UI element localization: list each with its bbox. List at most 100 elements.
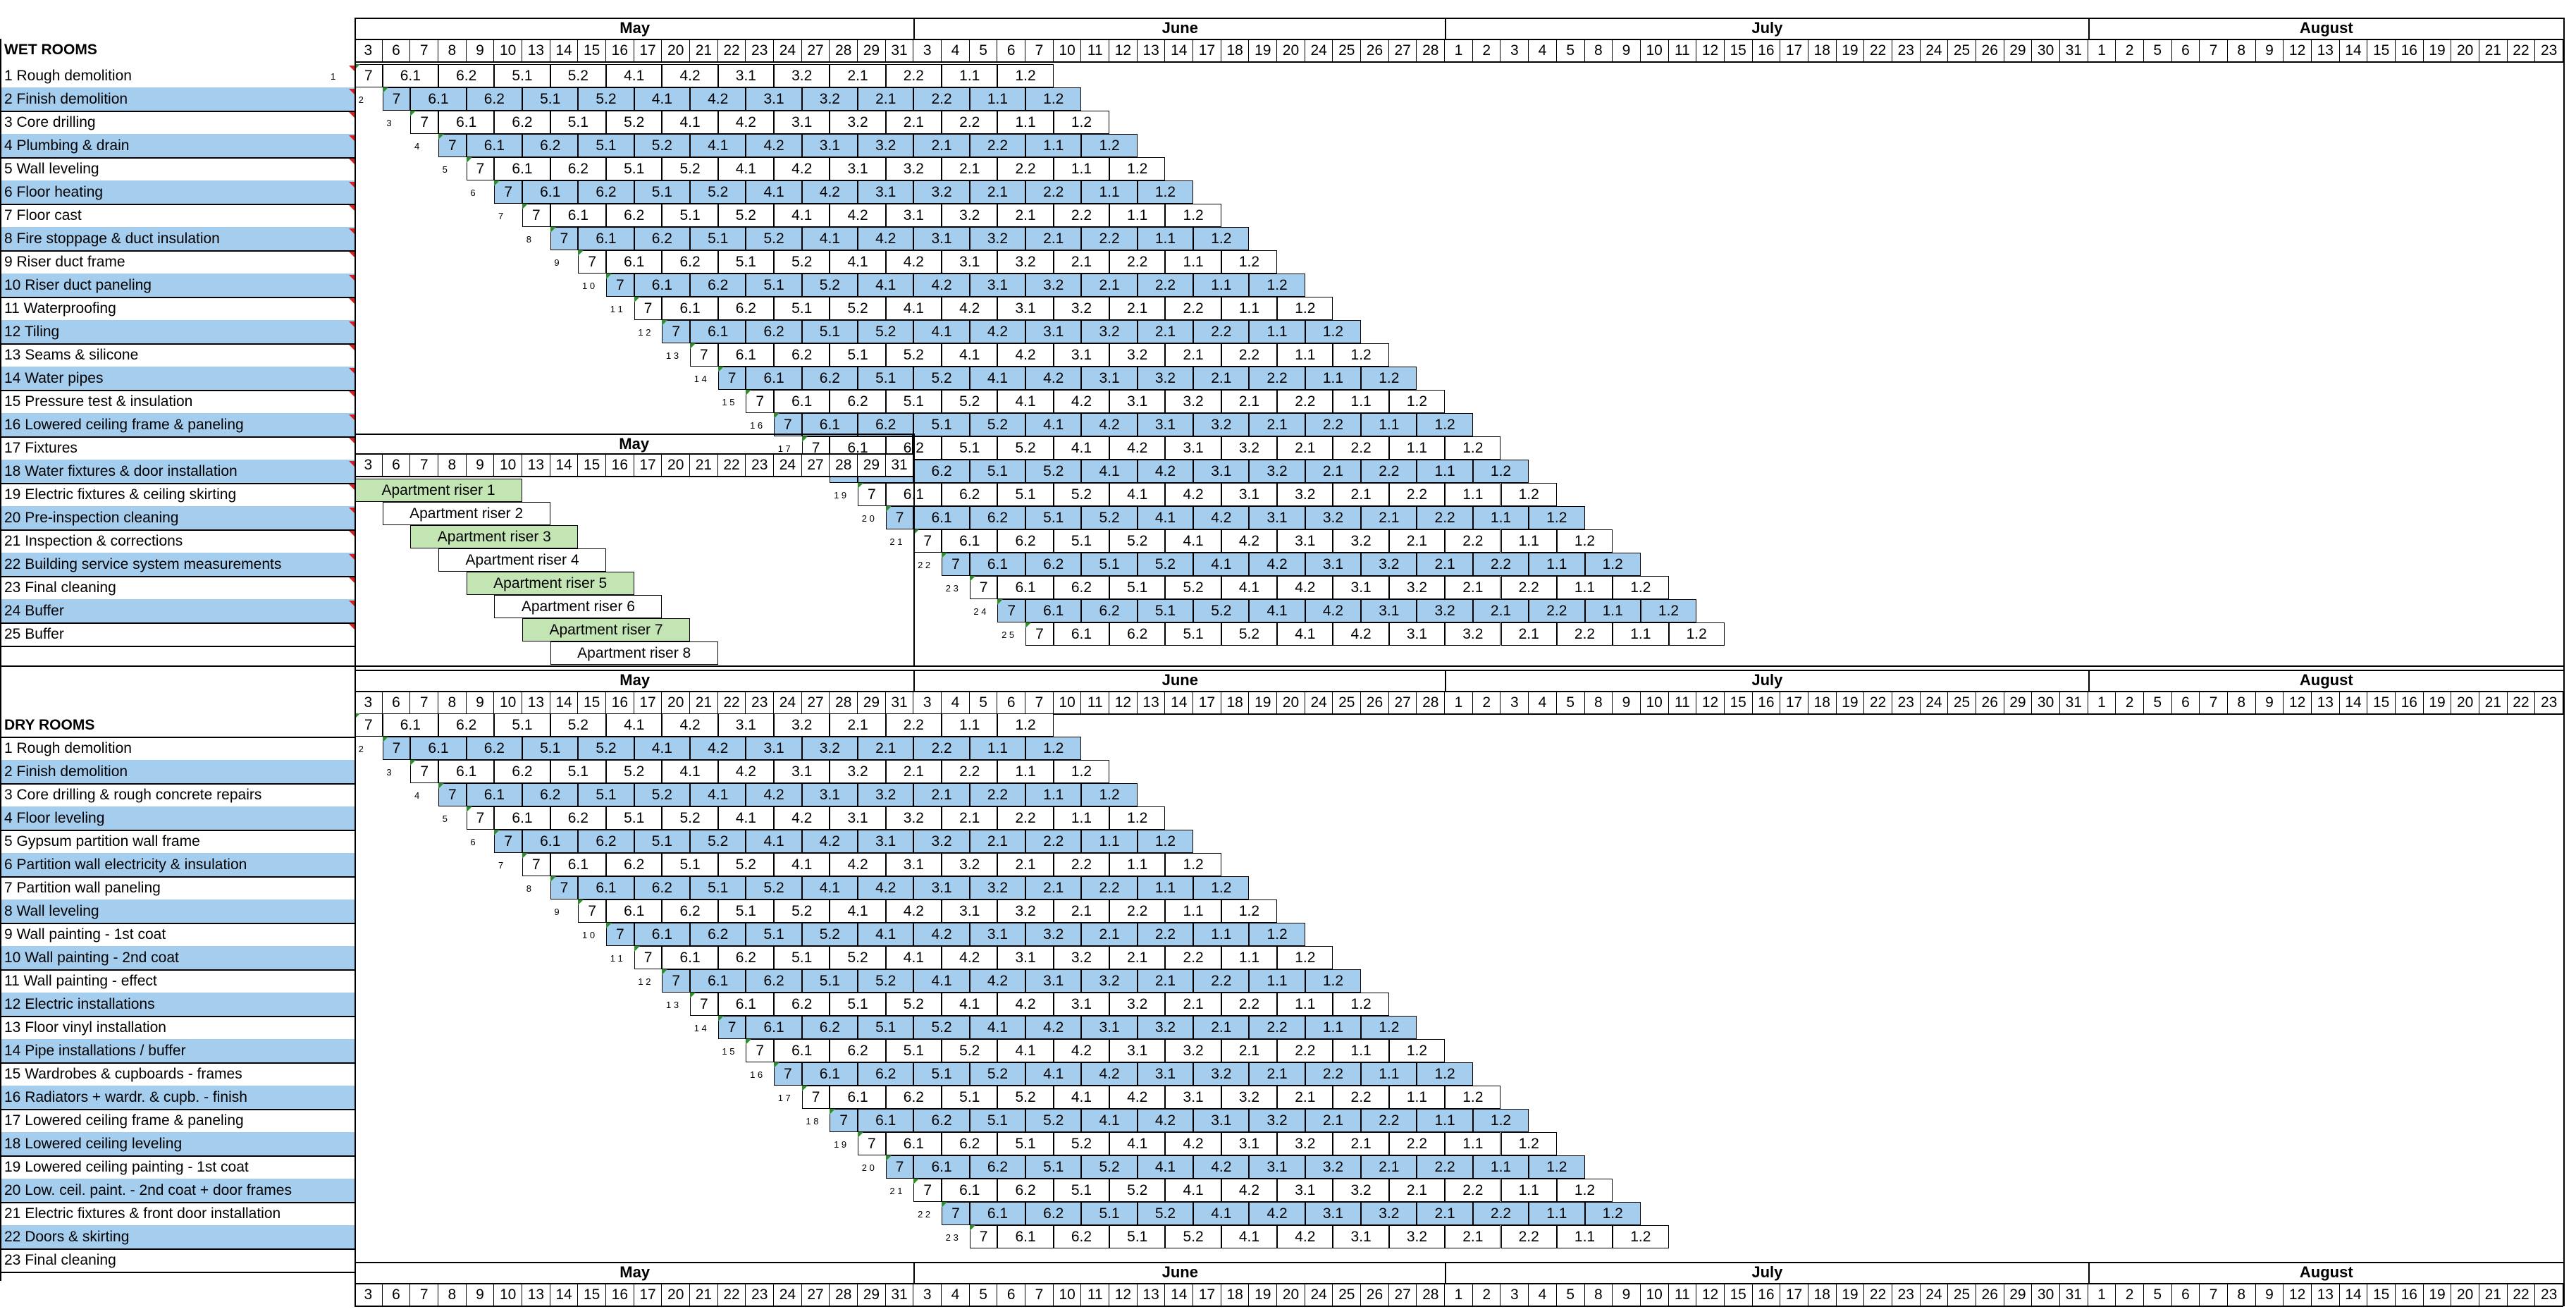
day-label: 31 [2060, 692, 2088, 713]
task-duration-cell: 6.2 [522, 783, 579, 806]
day-label: 29 [858, 692, 886, 713]
task-duration-cell: 6.1 [662, 297, 718, 320]
task-duration-cell: 3.1 [942, 899, 998, 923]
task-duration-cell: 2.1 [1249, 1062, 1305, 1086]
task-duration-cell: 5.2 [1053, 483, 1110, 506]
task-duration-cell: 1.1 [1333, 390, 1389, 413]
task-duration-cell: 2.2 [1165, 946, 1221, 969]
task-duration-cell: 2.2 [1249, 1016, 1305, 1039]
task-duration-cell: 5.1 [634, 180, 691, 204]
task-duration-cell: 3.2 [1081, 320, 1138, 343]
task-duration-cell: 2.2 [1193, 969, 1250, 993]
task-duration-cell: 4.2 [690, 737, 746, 760]
start-flag-icon [438, 783, 444, 789]
task-duration-cell: 4.2 [997, 343, 1054, 367]
task-duration-cell: 4.2 [1081, 1062, 1138, 1086]
task-duration-cell: 7 [746, 1039, 775, 1062]
task-duration-cell: 5.1 [1081, 1202, 1138, 1225]
task-duration-cell: 3.1 [774, 111, 830, 134]
grid-line [0, 250, 355, 252]
day-label: 3 [913, 1284, 942, 1306]
task-label: 16 Lowered ceiling frame & paneling [1, 413, 355, 436]
task-label: 12 Electric installations [1, 993, 355, 1016]
day-label: 12 [1109, 692, 1138, 713]
task-duration-cell: 1.1 [1277, 993, 1333, 1016]
task-duration-cell: 7 [913, 1179, 942, 1202]
task-duration-cell: 4.1 [746, 180, 802, 204]
task-duration-cell: 5.1 [690, 227, 746, 250]
month-label-june: June [913, 18, 1445, 39]
task-duration-cell: 5.1 [830, 993, 886, 1016]
task-duration-cell: 4.2 [858, 876, 914, 899]
task-duration-cell: 2.1 [1277, 436, 1333, 460]
task-duration-cell: 2.2 [1109, 899, 1166, 923]
task-duration-cell: 3.2 [1109, 993, 1166, 1016]
day-label: 10 [494, 692, 522, 713]
task-label: 9 Wall painting - 1st coat [4, 926, 166, 942]
day-label: 26 [1976, 40, 2004, 61]
task-duration-cell: 4.1 [1109, 1132, 1166, 1155]
start-index: 2 0 [861, 513, 875, 524]
task-duration-cell: 1.2 [1472, 1109, 1529, 1132]
task-duration-cell: 2.1 [1388, 1179, 1446, 1202]
start-index: 1 3 [666, 1000, 679, 1010]
task-duration-cell: 3.2 [1417, 599, 1473, 622]
task-duration-cell: 2.1 [858, 737, 914, 760]
task-duration-cell: 2.2 [913, 737, 970, 760]
task-duration-cell: 1.1 [1500, 1179, 1557, 1202]
start-flag-icon [466, 806, 472, 812]
day-label: 15 [578, 692, 607, 713]
day-label: 28 [830, 1284, 858, 1306]
month-label-july: July [1445, 670, 2088, 691]
task-duration-cell: 1.1 [1025, 783, 1082, 806]
task-duration-cell: 4.2 [913, 274, 970, 297]
day-label: 24 [774, 1284, 802, 1306]
month-label-june: June [913, 1262, 1445, 1283]
task-duration-cell: 2.2 [885, 64, 942, 87]
task-duration-cell: 6.2 [662, 899, 718, 923]
apartment-riser-bar: Apartment riser 3 [410, 525, 579, 548]
task-duration-cell: 5.2 [550, 713, 607, 737]
task-duration-cell: 1.2 [997, 64, 1054, 87]
task-duration-cell: 5.2 [550, 64, 607, 87]
day-label: 31 [886, 40, 914, 61]
task-duration-cell: 2.2 [1529, 599, 1585, 622]
task-duration-cell: 1.1 [1221, 297, 1278, 320]
task-label: 23 Final cleaning [4, 1251, 116, 1268]
task-duration-cell: 3.2 [997, 899, 1054, 923]
task-duration-cell: 1.1 [1556, 576, 1613, 599]
task-duration-cell: 6.2 [494, 760, 550, 783]
task-duration-cell: 2.1 [1305, 460, 1362, 483]
day-label: 22 [718, 692, 746, 713]
task-duration-cell: 3.2 [942, 204, 998, 227]
task-duration-cell: 6.1 [606, 899, 663, 923]
task-duration-cell: 5.1 [1053, 529, 1110, 553]
start-index: 2 2 [918, 1209, 931, 1220]
day-label: 15 [1725, 40, 1753, 61]
task-duration-cell: 6.1 [942, 1179, 998, 1202]
day-label: 14 [2340, 692, 2368, 713]
start-flag-icon [438, 134, 444, 140]
task-label: 3 Core drilling & rough concrete repairs [4, 786, 262, 803]
start-index: 3 [386, 118, 392, 128]
task-duration-cell: 6.2 [717, 297, 775, 320]
task-duration-cell: 5.1 [1025, 506, 1082, 529]
apartment-riser-bar: Apartment riser 1 [355, 479, 523, 502]
task-label: 11 Wall painting - effect [4, 972, 157, 989]
task-duration-cell: 3.1 [885, 853, 942, 876]
task-duration-cell: 4.2 [662, 713, 718, 737]
task-duration-cell: 2.2 [997, 806, 1054, 830]
start-flag-icon [550, 876, 556, 882]
day-label: 30 [2032, 1284, 2060, 1306]
grid-line [0, 969, 355, 971]
day-label: 22 [718, 1284, 746, 1306]
task-duration-cell: 4.1 [1053, 1086, 1110, 1109]
inset-day-label: 17 [634, 455, 663, 477]
task-duration-cell: 1.2 [1445, 436, 1501, 460]
grid-line [355, 1262, 2563, 1263]
task-label: 1 Rough demolition [4, 67, 132, 84]
day-label: 25 [1333, 1284, 1362, 1306]
start-flag-icon [550, 227, 556, 233]
task-duration-cell: 1.1 [1109, 853, 1166, 876]
task-duration-cell: 4.2 [1053, 390, 1110, 413]
